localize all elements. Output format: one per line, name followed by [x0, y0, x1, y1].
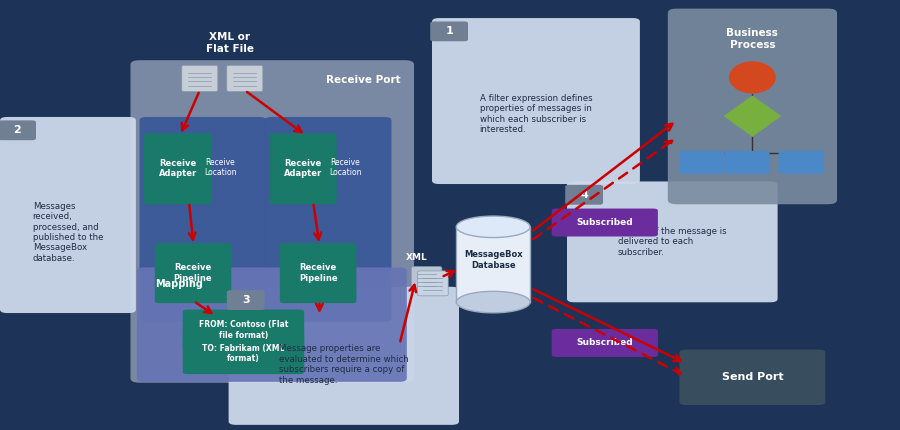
Text: 3: 3	[242, 295, 249, 305]
Text: Receive
Location: Receive Location	[329, 158, 362, 178]
FancyBboxPatch shape	[565, 185, 603, 205]
Text: FROM: Contoso (Flat
file format): FROM: Contoso (Flat file format)	[199, 320, 288, 340]
Text: MessageBox
Database: MessageBox Database	[464, 250, 523, 270]
FancyBboxPatch shape	[227, 65, 263, 92]
Text: Receive Port: Receive Port	[326, 75, 400, 85]
Text: XML: XML	[406, 254, 428, 262]
Text: Receive
Pipeline: Receive Pipeline	[299, 263, 338, 283]
FancyBboxPatch shape	[418, 271, 448, 296]
FancyBboxPatch shape	[140, 117, 266, 322]
Text: XML or
Flat File: XML or Flat File	[205, 32, 254, 54]
Text: TO: Fabrikam (XML
format): TO: Fabrikam (XML format)	[202, 344, 284, 363]
Text: 1: 1	[446, 26, 453, 37]
FancyBboxPatch shape	[552, 209, 658, 236]
FancyBboxPatch shape	[280, 243, 356, 303]
Text: 2: 2	[14, 125, 21, 135]
FancyBboxPatch shape	[182, 65, 218, 92]
FancyBboxPatch shape	[269, 133, 337, 204]
Text: Message properties are
evaluated to determine which
subscribers require a copy o: Message properties are evaluated to dete…	[279, 344, 409, 384]
Ellipse shape	[456, 292, 530, 313]
Ellipse shape	[729, 61, 776, 93]
Text: Receive
Pipeline: Receive Pipeline	[174, 263, 212, 283]
FancyBboxPatch shape	[0, 117, 136, 313]
FancyBboxPatch shape	[0, 120, 36, 140]
Text: 4: 4	[580, 190, 588, 200]
FancyBboxPatch shape	[227, 290, 265, 310]
FancyBboxPatch shape	[229, 287, 459, 425]
Polygon shape	[724, 95, 781, 137]
FancyBboxPatch shape	[778, 151, 824, 174]
FancyBboxPatch shape	[183, 310, 304, 350]
Text: Mapping: Mapping	[155, 279, 202, 289]
Bar	[456, 227, 530, 302]
Text: Subscribed: Subscribed	[577, 218, 633, 227]
FancyBboxPatch shape	[265, 117, 392, 322]
FancyBboxPatch shape	[130, 60, 414, 383]
FancyBboxPatch shape	[567, 181, 778, 302]
Text: Subscribed: Subscribed	[577, 338, 633, 347]
FancyBboxPatch shape	[137, 267, 407, 382]
FancyBboxPatch shape	[183, 333, 304, 374]
Text: A filter expression defines
properties of messages in
which each subscriber is
i: A filter expression defines properties o…	[480, 94, 592, 134]
FancyBboxPatch shape	[144, 133, 212, 204]
FancyBboxPatch shape	[724, 151, 770, 174]
Text: Receive
Location: Receive Location	[204, 158, 237, 178]
FancyBboxPatch shape	[411, 267, 442, 292]
Text: Receive
Adapter: Receive Adapter	[284, 159, 322, 178]
Text: Send Port: Send Port	[722, 372, 783, 382]
FancyBboxPatch shape	[680, 151, 724, 174]
FancyBboxPatch shape	[668, 9, 837, 204]
FancyBboxPatch shape	[680, 350, 825, 405]
Text: Messages
received,
processed, and
published to the
MessageBox
database.: Messages received, processed, and publis…	[32, 202, 104, 263]
Text: Business
Process: Business Process	[726, 28, 778, 49]
Ellipse shape	[456, 216, 530, 237]
FancyBboxPatch shape	[552, 329, 658, 357]
FancyBboxPatch shape	[430, 22, 468, 41]
FancyBboxPatch shape	[155, 243, 231, 303]
Text: A copy of the message is
delivered to each
subscriber.: A copy of the message is delivered to ea…	[618, 227, 726, 257]
FancyBboxPatch shape	[432, 18, 640, 184]
Text: Receive
Adapter: Receive Adapter	[158, 159, 197, 178]
